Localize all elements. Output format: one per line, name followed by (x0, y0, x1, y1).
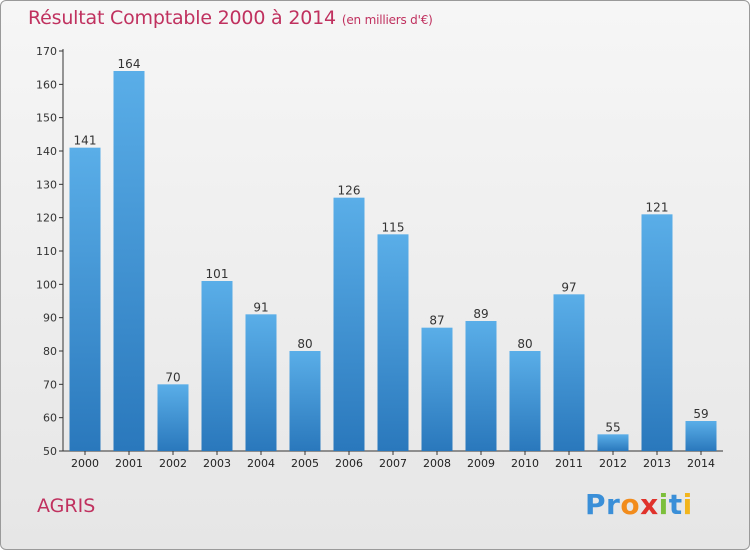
bar (289, 351, 321, 451)
y-tick-label: 100 (36, 278, 57, 291)
x-tick-label: 2003 (203, 457, 231, 470)
y-tick-label: 150 (36, 112, 57, 125)
bar (245, 314, 277, 451)
data-label: 164 (118, 57, 141, 71)
data-labels: 141 164 70 101 91 80 126 115 87 89 80 97 55 121 59 (74, 57, 709, 434)
x-tick-label: 2007 (379, 457, 407, 470)
place-name: AGRIS (37, 495, 96, 517)
data-label: 121 (646, 200, 669, 214)
y-tick-label: 50 (43, 445, 57, 458)
data-label: 87 (429, 314, 444, 328)
x-tick-label: 2012 (599, 457, 627, 470)
data-label: 55 (605, 420, 620, 434)
bar (201, 281, 233, 451)
logo-letter: r (606, 488, 621, 521)
x-tick-label: 2010 (511, 457, 539, 470)
x-tick-label: 2011 (555, 457, 583, 470)
data-label: 80 (297, 337, 312, 351)
data-label: 115 (382, 220, 405, 234)
data-label: 141 (74, 134, 97, 148)
x-tick-label: 2000 (71, 457, 99, 470)
chart-title-text: Résultat Comptable 2000 à 2014 (28, 7, 336, 29)
x-tick-label: 2001 (115, 457, 143, 470)
bar (333, 197, 365, 451)
data-label: 91 (253, 300, 268, 314)
data-label: 89 (473, 307, 488, 321)
data-label: 70 (165, 370, 180, 384)
bar (641, 214, 673, 451)
x-tick-label: 2009 (467, 457, 495, 470)
x-tick-label: 2006 (335, 457, 363, 470)
y-tick-label: 170 (36, 45, 57, 58)
y-tick-label: 140 (36, 145, 57, 158)
y-tick-label: 60 (43, 412, 57, 425)
bar (465, 321, 497, 451)
bars (69, 71, 717, 451)
data-label: 80 (517, 337, 532, 351)
bar (377, 234, 409, 451)
logo-letter: t (668, 488, 683, 521)
x-tick-label: 2013 (643, 457, 671, 470)
data-label: 59 (693, 407, 708, 421)
logo-letter: o (620, 488, 641, 521)
y-tick-label: 130 (36, 178, 57, 191)
bar (509, 351, 541, 451)
x-tick-label: 2014 (687, 457, 715, 470)
y-tick-label: 70 (43, 378, 57, 391)
y-tick-label: 120 (36, 212, 57, 225)
data-label: 101 (206, 267, 229, 281)
x-tick-label: 2004 (247, 457, 275, 470)
logo-letter: i (658, 488, 669, 521)
bar (421, 327, 453, 451)
y-tick-label: 160 (36, 78, 57, 91)
y-tick-label: 80 (43, 345, 57, 358)
chart-title: Résultat Comptable 2000 à 2014 (en millie… (28, 7, 433, 29)
x-tick-label: 2005 (291, 457, 319, 470)
x-tick-label: 2002 (159, 457, 187, 470)
logo-letter: i (682, 488, 693, 521)
x-tick-label: 2008 (423, 457, 451, 470)
bar (685, 421, 717, 451)
bar (553, 294, 585, 451)
bar (157, 384, 189, 451)
chart-unit: (en milliers d'€) (341, 13, 433, 27)
bar (597, 434, 629, 451)
y-tick-label: 90 (43, 312, 57, 325)
data-label: 97 (561, 280, 576, 294)
data-label: 126 (338, 184, 361, 198)
logo-letter: x (640, 488, 659, 521)
bar (69, 147, 101, 451)
logo-letter: P (585, 488, 607, 521)
bar (113, 71, 145, 451)
proxiti-logo: Proxiti (585, 488, 693, 521)
y-tick-label: 110 (36, 245, 57, 258)
